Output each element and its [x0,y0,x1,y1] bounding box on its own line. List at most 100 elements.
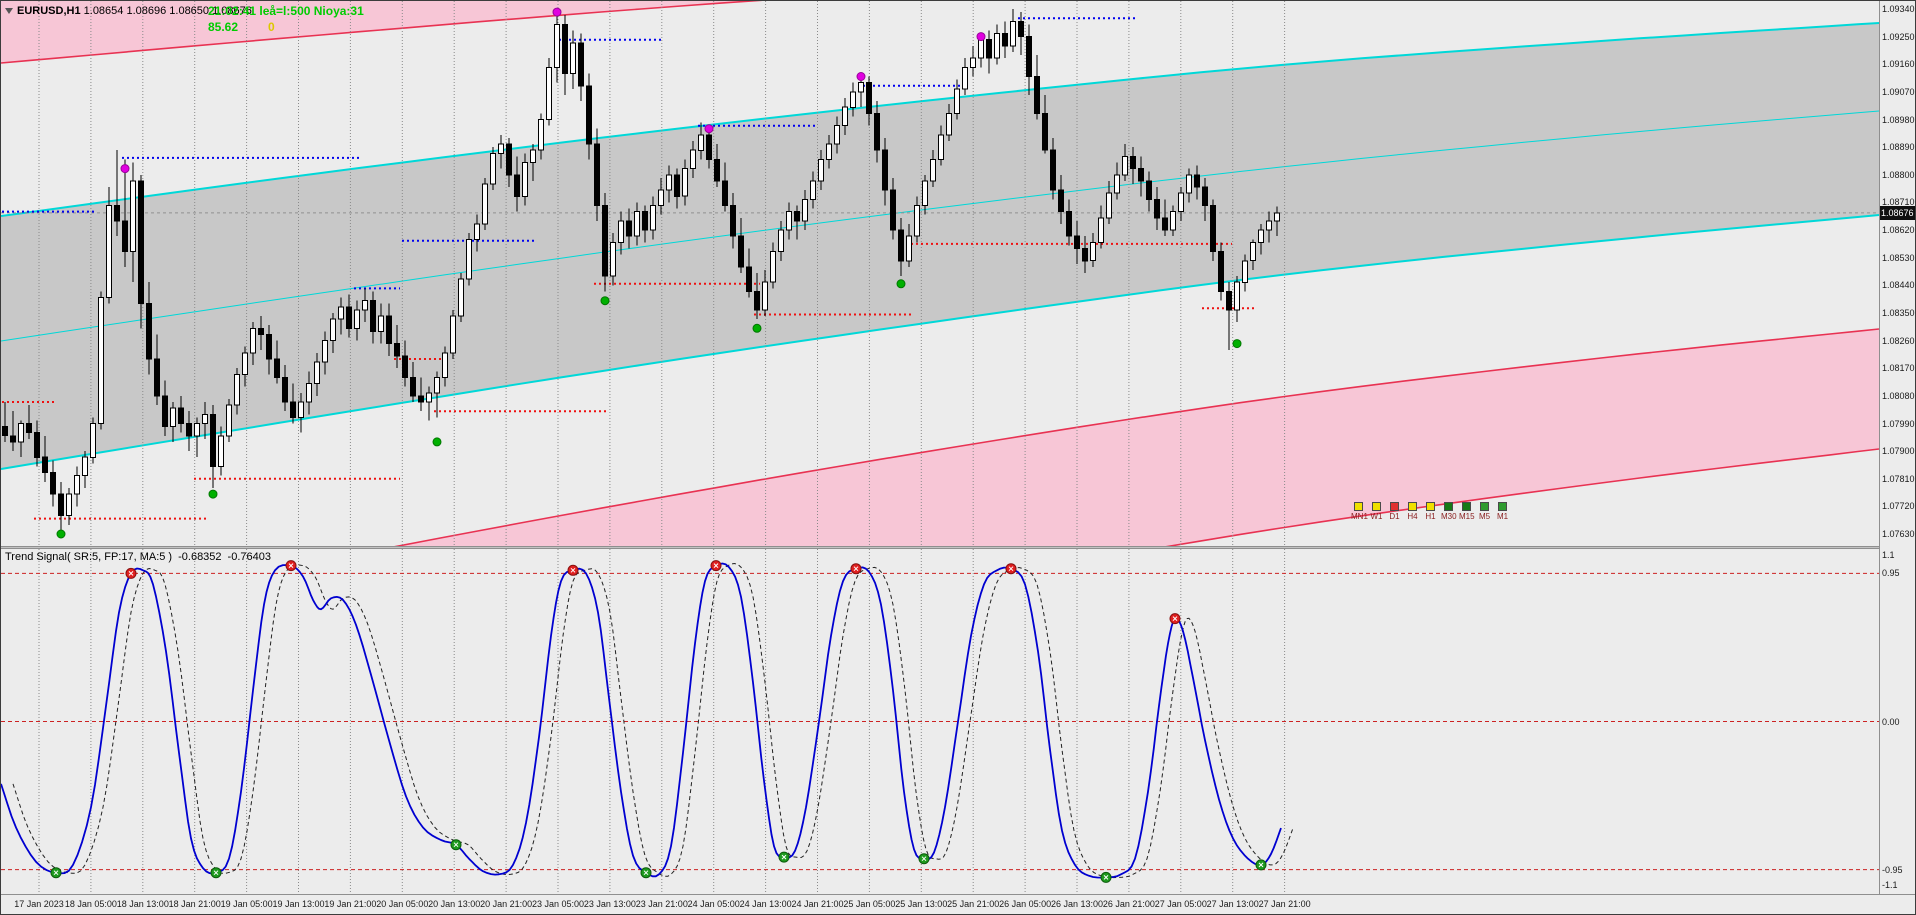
timeframe-button-W1[interactable]: W1 [1369,502,1384,521]
current-price-badge[interactable]: 1.08676 [1880,205,1915,220]
price-axis-label: 1.08710 [1882,197,1915,208]
candle-bearish [882,149,888,191]
candle-bullish [682,168,688,197]
timeframe-button-M1[interactable]: M1 [1495,502,1510,521]
candle-bearish [626,220,632,237]
buy-signal-dot [432,437,442,447]
indicator-axis-label: 0.95 [1882,568,1900,579]
candle-bearish [866,82,872,114]
time-axis-label: 26 Jan 05:00 [999,899,1052,909]
timeframe-label: W1 [1370,512,1383,521]
candle-bullish [1178,192,1184,213]
candle-bullish [1114,174,1120,194]
oscillator-sell-dot-cross [713,563,719,568]
candle-bearish [794,211,800,222]
candle-bearish [114,205,120,222]
candle-bullish [90,423,96,458]
timeframe-button-H4[interactable]: H4 [1405,502,1420,521]
timeframe-button-M30[interactable]: M30 [1441,502,1457,521]
timeframe-button-D1[interactable]: D1 [1387,502,1402,521]
candle-bullish [1186,174,1192,194]
candle-bullish [906,235,912,262]
candle-bearish [1066,211,1072,237]
candle-bullish [82,456,88,477]
candle-bullish [1122,155,1128,176]
candle-bullish [434,376,440,394]
time-axis-label: 27 Jan 13:00 [1206,899,1259,909]
ohlc-values: 1.08654 1.08696 1.08650 1.08676 [83,5,252,17]
price-axis-label: 1.08260 [1882,335,1915,346]
candle-bullish [850,91,856,108]
timeframe-square-icon [1462,502,1471,511]
price-axis[interactable]: 1.09340 1.09250 1.09160 1.09070 1.08980 1.088… [1879,1,1915,894]
candle-bullish [770,251,776,283]
time-axis-label: 25 Jan 21:00 [947,899,1000,909]
candle-bullish [778,229,784,253]
candle-bearish [1210,205,1216,253]
candle-bullish [570,42,576,74]
time-axis[interactable]: 17 Jan 2023 18 Jan 05:00 18 Jan 13:00 18 Ja… [1,894,1915,914]
price-axis-label: 1.08170 [1882,363,1915,374]
timeframe-square-icon [1354,502,1363,511]
candle-bearish [1218,251,1224,292]
candle-bearish [1026,36,1032,77]
timeframe-button-M5[interactable]: M5 [1477,502,1492,521]
time-axis-label: 23 Jan 05:00 [531,899,585,909]
timeframe-label: H4 [1407,512,1418,521]
timeframe-square-icon [1426,502,1435,511]
price-axis-label: 1.07720 [1882,501,1915,512]
buy-signal-dot [56,529,66,539]
level-lines [1,572,1879,871]
upper-pink-band-edge [1,1,763,64]
candle-bullish [954,88,960,114]
candle-bullish [66,493,72,517]
candle-bullish [362,300,368,311]
candle-bearish [1162,217,1168,231]
timeframe-button-H1[interactable]: H1 [1423,502,1438,521]
lower-pink-band [398,329,1879,546]
candle-bearish [1042,112,1048,151]
candle-bearish [578,42,584,87]
time-axis-label: 23 Jan 21:00 [635,899,688,909]
price-axis-label: 1.08800 [1882,169,1915,180]
candle-bearish [266,333,272,360]
panel-divider[interactable] [1,546,1915,549]
candle-bullish [930,158,936,182]
time-axis-label: 26 Jan 21:00 [1102,899,1155,909]
timeframe-button-MN1[interactable]: MN1 [1351,502,1368,521]
timeframe-label: M30 [1441,512,1457,521]
indicator-axis-label: -1.1 [1882,880,1898,890]
price-axis-label: 1.08080 [1882,390,1915,401]
candle-bullish [1170,211,1176,231]
buy-signal-dot [752,323,762,333]
gray-channel-band [1,23,1879,469]
candle-bullish [658,189,664,207]
oscillator-buy-dot-cross [921,856,927,862]
price-chart[interactable] [1,1,1879,546]
candles [2,9,1280,531]
candle-bullish [98,297,104,425]
indicator-chart[interactable] [1,549,1879,894]
time-axis-label: 18 Jan 21:00 [168,899,221,909]
candle-bearish [346,306,352,329]
candle-bullish [522,162,528,197]
timeframe-square-icon [1498,502,1507,511]
upper-pink-band [1,1,751,63]
timeframe-button-M15[interactable]: M15 [1459,502,1475,521]
candle-bearish [586,85,592,145]
timeframe-square-icon [1480,502,1489,511]
candle-bullish [1010,20,1016,47]
candle-bullish [530,149,536,163]
candle-bearish [26,423,32,434]
support-resistance-lines [2,17,1256,520]
candle-bullish [666,174,672,191]
channel-mid-line [1,110,1879,342]
candle-bearish [1226,291,1232,311]
candle-bullish [818,158,824,182]
time-axis-label: 20 Jan 13:00 [428,899,481,909]
price-axis-label: 1.09160 [1882,59,1915,70]
time-axis-label: 25 Jan 05:00 [843,899,896,909]
candle-bullish [18,423,24,443]
candle-bearish [1138,168,1144,182]
candle-bullish [786,211,792,231]
